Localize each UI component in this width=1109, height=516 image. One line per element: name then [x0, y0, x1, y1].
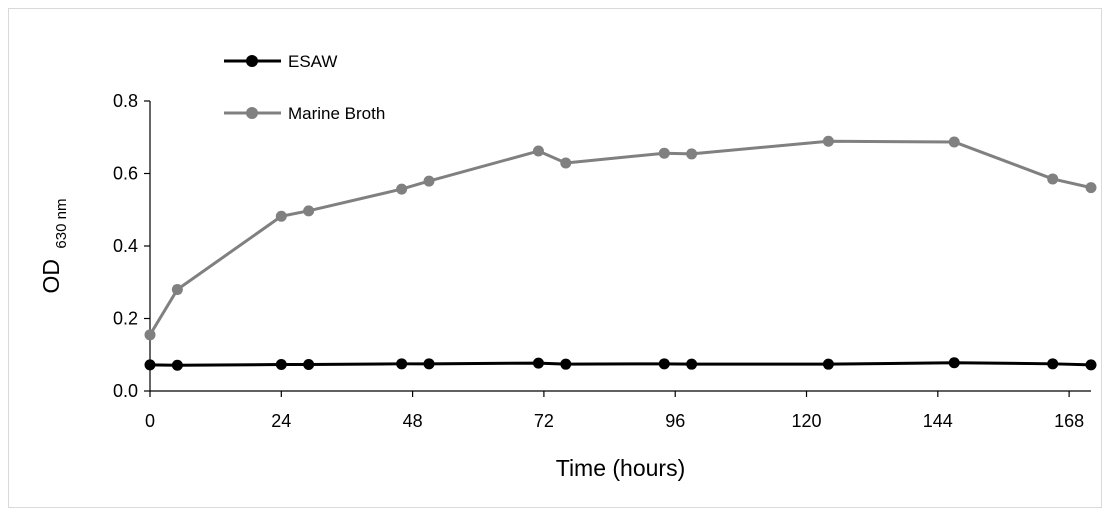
data-point-esaw	[822, 358, 834, 370]
legend-marine-broth-marker	[246, 107, 258, 119]
data-point-esaw	[686, 358, 698, 370]
data-point-esaw	[144, 359, 156, 371]
data-point-esaw	[396, 358, 408, 370]
x-tick-label: 144	[923, 411, 953, 431]
y-axis-title-subscript: 630 nm	[53, 199, 70, 249]
legend-esaw-marker	[246, 55, 258, 67]
data-point-marine-broth	[1047, 173, 1059, 185]
x-tick-label: 72	[534, 411, 554, 431]
data-point-esaw	[948, 357, 960, 369]
legend-marine-broth-label: Marine Broth	[288, 104, 385, 123]
y-tick-label: 0.6	[113, 164, 138, 184]
y-axis-ticks: 0.0 0.2 0.4 0.6 0.8	[113, 91, 150, 401]
data-point-esaw	[532, 357, 544, 369]
data-point-marine-broth	[275, 210, 287, 222]
data-point-marine-broth	[423, 175, 435, 187]
x-tick-label: 24	[271, 411, 291, 431]
data-point-marine-broth	[686, 148, 698, 160]
data-point-marine-broth	[948, 136, 960, 148]
series-line-marine-broth	[148, 139, 1092, 336]
legend-esaw-label: ESAW	[288, 52, 337, 71]
data-point-marine-broth	[822, 135, 834, 147]
data-point-marine-broth	[171, 284, 183, 295]
x-tick-label: 0	[145, 411, 155, 431]
data-point-marine-broth	[396, 183, 408, 195]
line-chart: 0.0 0.2 0.4 0.6 0.8 0 24 48 72 96 120 144 168 Time …	[38, 52, 1097, 481]
data-point-marine-broth	[1085, 182, 1097, 194]
y-tick-label: 0.0	[113, 381, 138, 401]
legend: ESAW Marine Broth	[224, 52, 385, 123]
x-axis-title: Time (hours)	[556, 455, 686, 481]
y-tick-label: 0.4	[113, 236, 138, 256]
series-layer	[144, 135, 1097, 371]
data-point-marine-broth	[144, 329, 156, 341]
data-point-esaw	[560, 358, 572, 370]
y-tick-label: 0.2	[113, 309, 138, 329]
data-point-marine-broth	[303, 205, 315, 217]
chart-frame: 0.0 0.2 0.4 0.6 0.8 0 24 48 72 96 120 144 168 Time …	[8, 8, 1102, 508]
x-tick-label: 96	[665, 411, 685, 431]
data-point-esaw	[303, 359, 315, 371]
x-tick-label: 48	[403, 411, 423, 431]
y-axis-title-main: OD	[38, 259, 64, 294]
series-esaw	[144, 357, 1097, 371]
legend-item-esaw: ESAW	[224, 52, 337, 71]
y-tick-label: 0.8	[113, 91, 138, 111]
y-axis-title: OD 630 nm	[38, 199, 70, 294]
legend-item-marine-broth: Marine Broth	[224, 104, 385, 123]
data-point-esaw	[1047, 358, 1059, 370]
data-point-esaw	[423, 358, 435, 370]
data-point-marine-broth	[560, 157, 572, 169]
x-tick-label: 168	[1054, 411, 1084, 431]
data-point-marine-broth	[658, 147, 670, 159]
data-point-esaw	[658, 358, 670, 370]
data-point-esaw	[275, 359, 287, 371]
x-axis-ticks: 0 24 48 72 96 120 144 168	[145, 391, 1084, 431]
data-point-esaw	[1085, 359, 1097, 371]
x-tick-label: 120	[791, 411, 821, 431]
series-marine-broth	[144, 135, 1097, 341]
data-point-esaw	[171, 359, 183, 371]
data-point-marine-broth	[532, 145, 544, 157]
